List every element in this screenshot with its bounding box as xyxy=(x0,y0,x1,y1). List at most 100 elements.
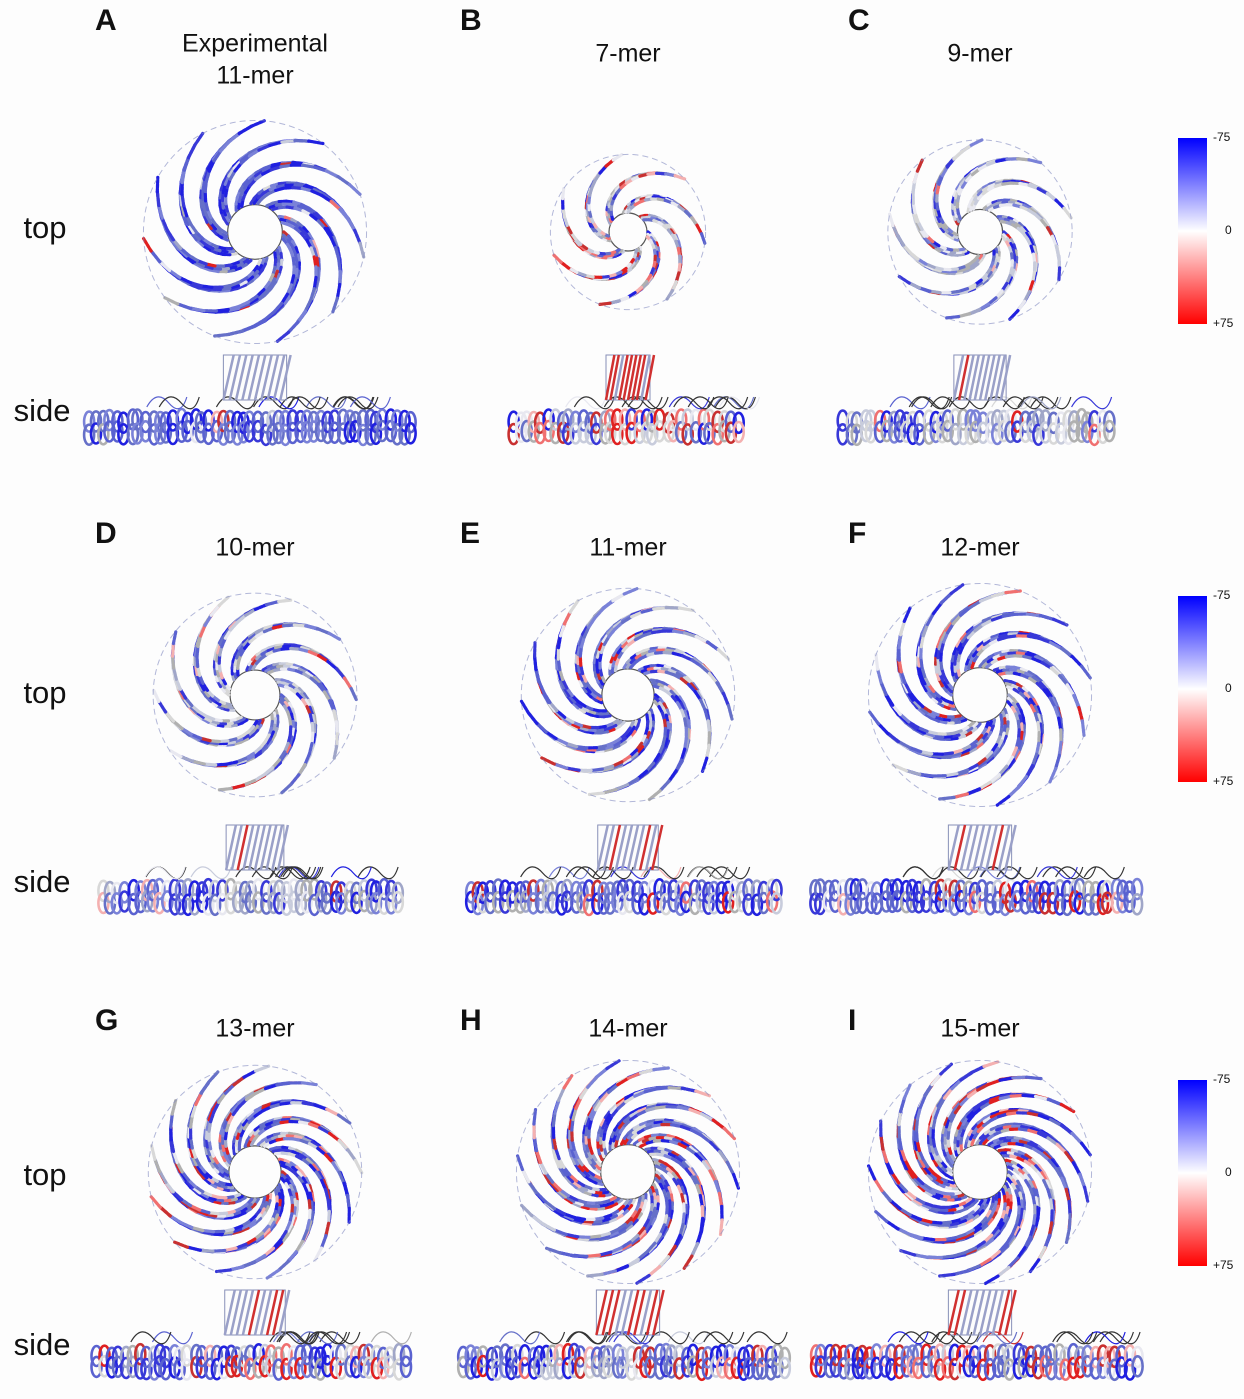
strand xyxy=(628,355,636,400)
helix xyxy=(315,1105,327,1109)
colorbar-tick: 0 xyxy=(1225,681,1232,695)
row-label: side xyxy=(14,864,71,899)
helix xyxy=(890,214,893,225)
helix xyxy=(591,769,602,770)
colorbar-tick: +75 xyxy=(1213,316,1234,330)
helix xyxy=(256,1066,269,1071)
panel-letter: A xyxy=(95,4,117,37)
helix xyxy=(173,631,176,644)
helix xyxy=(338,177,349,185)
helix xyxy=(887,1221,899,1229)
panel-title: 11-mer xyxy=(216,62,293,90)
helix xyxy=(539,682,544,693)
panel: A Experimental 11-mer xyxy=(84,4,416,445)
strand xyxy=(637,355,645,400)
helix xyxy=(959,314,970,317)
helix xyxy=(904,1085,910,1098)
pore xyxy=(602,669,654,721)
side-view xyxy=(458,1290,790,1380)
helix xyxy=(348,1195,350,1208)
helix xyxy=(945,774,957,776)
helix xyxy=(901,621,905,634)
helix xyxy=(200,1250,213,1251)
helix xyxy=(1029,160,1041,163)
helix xyxy=(181,757,193,762)
helix xyxy=(522,701,529,713)
helix xyxy=(567,768,579,770)
helix xyxy=(532,1216,543,1224)
helix xyxy=(1059,718,1061,730)
helix xyxy=(1059,268,1060,280)
loop xyxy=(693,1332,733,1344)
row-label: top xyxy=(23,675,66,710)
helix xyxy=(169,750,181,757)
loop xyxy=(131,1332,171,1344)
helix xyxy=(1062,649,1073,657)
helix xyxy=(1064,208,1071,218)
helix xyxy=(322,1236,327,1248)
helix xyxy=(954,794,967,798)
helix xyxy=(727,1162,733,1174)
helix xyxy=(590,793,604,795)
helix xyxy=(876,655,878,669)
helix xyxy=(204,764,215,765)
helix xyxy=(281,785,291,794)
helix xyxy=(1019,777,1027,788)
loop xyxy=(747,1332,787,1344)
helix xyxy=(160,262,170,271)
panel-title: 11-mer xyxy=(589,534,666,562)
helix xyxy=(869,1166,875,1179)
helix xyxy=(624,589,637,594)
helix xyxy=(899,1112,901,1125)
helix xyxy=(155,1159,160,1171)
helix xyxy=(720,1152,728,1163)
helix xyxy=(587,1255,599,1256)
helix xyxy=(558,659,560,670)
helix xyxy=(234,1077,244,1085)
helix xyxy=(522,1170,528,1182)
helix xyxy=(685,739,687,750)
helix xyxy=(337,734,338,747)
helix xyxy=(339,1172,344,1183)
helix xyxy=(915,1255,929,1257)
pore xyxy=(229,1146,281,1198)
panel: I15-mer xyxy=(811,1004,1143,1380)
helix xyxy=(888,734,899,742)
side-view xyxy=(810,825,1142,915)
helix xyxy=(718,650,728,659)
helix xyxy=(708,721,709,733)
colorbar-tick: 0 xyxy=(1225,223,1232,237)
panel-title: Experimental xyxy=(182,30,328,58)
helix xyxy=(906,771,919,775)
panel-title: 12-mer xyxy=(940,534,1019,562)
helix xyxy=(215,334,229,336)
helix xyxy=(329,1211,330,1223)
helix xyxy=(1056,200,1064,208)
helix xyxy=(972,1066,984,1072)
helix xyxy=(171,1140,173,1152)
helix xyxy=(1059,256,1060,267)
helix xyxy=(719,1193,721,1206)
helix xyxy=(675,176,685,179)
helix xyxy=(674,631,685,633)
loop xyxy=(152,1332,192,1344)
helix xyxy=(277,1083,289,1085)
helix xyxy=(988,1080,1000,1084)
helix xyxy=(578,1237,589,1238)
helix xyxy=(314,167,326,171)
helix xyxy=(1018,301,1025,310)
helix xyxy=(613,594,624,601)
panel: E11-mer xyxy=(460,517,782,915)
panel-letter: G xyxy=(95,1004,118,1037)
helix xyxy=(288,1252,296,1262)
colorbar-gradient xyxy=(1178,596,1207,782)
side-view xyxy=(92,1290,412,1380)
panel-letter: H xyxy=(460,1004,482,1037)
helix xyxy=(899,1137,901,1149)
panel: B7-mer xyxy=(460,4,759,444)
helix xyxy=(217,1270,231,1272)
loop xyxy=(574,397,614,409)
helix xyxy=(251,121,264,127)
strand xyxy=(624,355,632,400)
helix xyxy=(556,739,566,744)
